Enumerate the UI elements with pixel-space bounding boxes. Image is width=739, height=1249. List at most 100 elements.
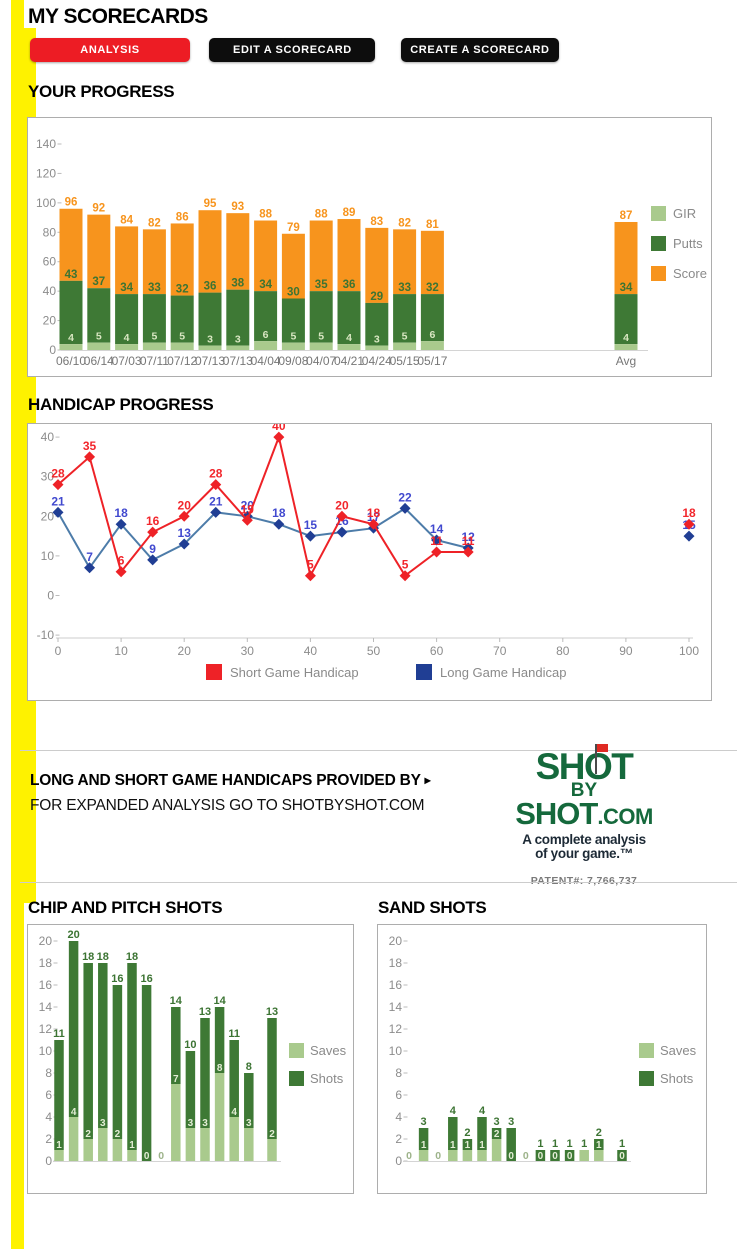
svg-text:0: 0 bbox=[406, 1150, 412, 1162]
logo-word-com: .COM bbox=[597, 803, 653, 829]
svg-text:4: 4 bbox=[124, 332, 130, 344]
svg-text:0: 0 bbox=[55, 644, 62, 658]
svg-text:87: 87 bbox=[620, 210, 633, 222]
saves-bar: 0 bbox=[435, 1150, 441, 1162]
toolbar: ANALYSIS EDIT A SCORECARD CREATE A SCORE… bbox=[30, 38, 559, 62]
svg-text:34: 34 bbox=[620, 282, 633, 294]
score-bar: 88 35 5 04/07 bbox=[306, 209, 336, 368]
svg-text:4: 4 bbox=[479, 1105, 486, 1117]
svg-text:80: 80 bbox=[43, 225, 57, 239]
svg-text:15: 15 bbox=[304, 518, 318, 532]
sand-chart: 0 2 4 6 8 10 12 14 16 18 20 0 3 1 0 4 1 2 1 4 1 3 2 3 0 0 1 0 1 0 1 0 1 2… bbox=[377, 924, 707, 1194]
svg-text:20: 20 bbox=[39, 934, 53, 948]
logo-tagline-1: A complete analysis bbox=[522, 832, 646, 848]
svg-text:5: 5 bbox=[179, 331, 185, 343]
svg-text:5: 5 bbox=[318, 331, 324, 343]
svg-text:1: 1 bbox=[581, 1138, 587, 1150]
svg-text:3: 3 bbox=[207, 334, 213, 346]
svg-text:95: 95 bbox=[204, 198, 217, 210]
svg-text:18: 18 bbox=[389, 956, 403, 970]
edit-scorecard-button[interactable]: EDIT A SCORECARD bbox=[209, 38, 376, 62]
svg-text:4: 4 bbox=[71, 1107, 77, 1118]
svg-text:04/24: 04/24 bbox=[362, 354, 392, 368]
svg-text:18: 18 bbox=[126, 951, 138, 963]
svg-text:35: 35 bbox=[315, 279, 328, 291]
svg-text:Score: Score bbox=[673, 266, 707, 281]
svg-text:3: 3 bbox=[421, 1116, 427, 1128]
saves-bar: 16 0 bbox=[140, 973, 152, 1162]
svg-text:1: 1 bbox=[619, 1138, 625, 1150]
saves-bar: 111 bbox=[53, 1028, 65, 1161]
saves-bar: 10 bbox=[535, 1138, 546, 1162]
svg-text:12: 12 bbox=[461, 530, 475, 544]
svg-text:40: 40 bbox=[304, 644, 318, 658]
analysis-button[interactable]: ANALYSIS bbox=[30, 38, 190, 62]
svg-text:5: 5 bbox=[307, 558, 314, 572]
svg-text:33: 33 bbox=[398, 282, 411, 294]
saves-bar: 10 bbox=[564, 1138, 575, 1162]
svg-text:-10: -10 bbox=[37, 628, 55, 642]
saves-bar: 30 bbox=[506, 1116, 516, 1162]
score-bar: 81 32 6 05/17 bbox=[417, 219, 447, 368]
svg-text:5: 5 bbox=[402, 331, 408, 343]
svg-text:09/08: 09/08 bbox=[278, 354, 308, 368]
svg-text:5: 5 bbox=[290, 331, 296, 343]
svg-text:70: 70 bbox=[493, 644, 507, 658]
svg-text:18: 18 bbox=[97, 951, 109, 963]
svg-text:18: 18 bbox=[367, 506, 381, 520]
svg-text:14: 14 bbox=[389, 1000, 403, 1014]
svg-text:14: 14 bbox=[39, 1000, 53, 1014]
svg-text:89: 89 bbox=[343, 207, 356, 219]
svg-text:29: 29 bbox=[370, 291, 383, 303]
svg-text:3: 3 bbox=[494, 1116, 500, 1128]
svg-text:90: 90 bbox=[619, 644, 633, 658]
svg-text:1: 1 bbox=[56, 1140, 62, 1151]
svg-text:36: 36 bbox=[343, 279, 356, 291]
svg-text:07/03: 07/03 bbox=[112, 354, 142, 368]
svg-text:0: 0 bbox=[435, 1150, 441, 1162]
svg-text:13: 13 bbox=[199, 1006, 211, 1018]
saves-bar: 13 2 bbox=[266, 1006, 278, 1161]
progress-legend: GIR Putts Score bbox=[651, 206, 707, 281]
svg-text:6: 6 bbox=[429, 329, 435, 341]
svg-text:8: 8 bbox=[246, 1061, 252, 1073]
svg-text:07/12: 07/12 bbox=[167, 354, 197, 368]
svg-text:20: 20 bbox=[41, 509, 55, 523]
svg-text:2: 2 bbox=[494, 1129, 500, 1140]
svg-text:11: 11 bbox=[53, 1028, 65, 1040]
svg-text:0: 0 bbox=[158, 1150, 164, 1162]
svg-text:2: 2 bbox=[395, 1132, 402, 1146]
sand-heading: SAND SHOTS bbox=[378, 898, 487, 917]
svg-text:12: 12 bbox=[389, 1022, 403, 1036]
saves-bar: 21 bbox=[594, 1127, 604, 1161]
svg-text:16: 16 bbox=[39, 978, 53, 992]
saves-bar: 0 bbox=[523, 1150, 529, 1162]
svg-text:3: 3 bbox=[374, 334, 380, 346]
shotbyshot-logo: SHOT BY SHOT.COM A complete analysis of … bbox=[498, 744, 670, 887]
svg-text:35: 35 bbox=[83, 439, 97, 453]
svg-text:3: 3 bbox=[235, 334, 241, 346]
progress-chart-svg: 0204060801001201409643406/109237506/1484… bbox=[36, 137, 707, 368]
svg-text:40: 40 bbox=[41, 430, 55, 444]
svg-text:4: 4 bbox=[346, 332, 352, 344]
svg-text:07/13: 07/13 bbox=[223, 354, 253, 368]
svg-text:Shots: Shots bbox=[660, 1071, 694, 1086]
svg-text:93: 93 bbox=[231, 201, 244, 213]
svg-text:28: 28 bbox=[51, 467, 65, 481]
svg-text:82: 82 bbox=[398, 217, 411, 229]
score-bar: 96 43 4 06/10 bbox=[56, 197, 86, 368]
svg-text:04/04: 04/04 bbox=[251, 354, 281, 368]
svg-text:13: 13 bbox=[266, 1006, 278, 1018]
progress-chart: 0 20 40 60 80 100 120 140 96 43 4 06/10 92 37 5 06/14 84… bbox=[27, 117, 712, 377]
score-bar: 82 33 5 05/15 bbox=[390, 217, 420, 368]
svg-text:6: 6 bbox=[118, 554, 125, 568]
svg-text:100: 100 bbox=[679, 644, 699, 658]
flag-pennant bbox=[596, 744, 608, 752]
chip-pitch-heading: CHIP AND PITCH SHOTS bbox=[28, 898, 223, 917]
svg-text:0: 0 bbox=[49, 343, 56, 357]
create-scorecard-button[interactable]: CREATE A SCORECARD bbox=[400, 38, 559, 62]
